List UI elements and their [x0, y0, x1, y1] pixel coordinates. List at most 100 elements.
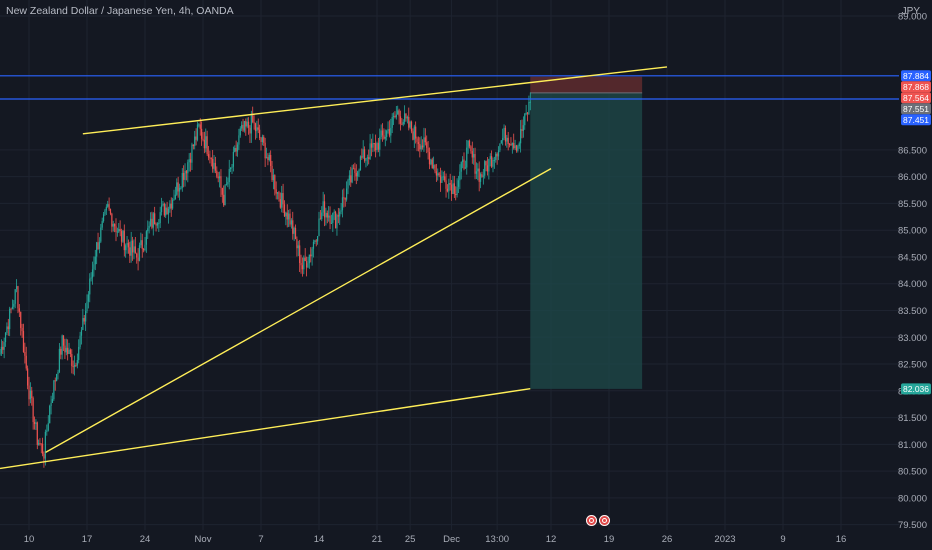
price-tag-box: [901, 70, 931, 82]
candle-body: [435, 171, 437, 176]
candle-body: [431, 159, 433, 169]
candle-body: [180, 187, 182, 189]
candle-body: [304, 257, 306, 262]
candle-body: [119, 229, 121, 232]
candle-body: [183, 173, 185, 180]
time-tick-label: 10: [24, 534, 35, 545]
time-axis[interactable]: 10 17 24 Nov 7 14 21 25 Dec 13:00 12 19 26 2023 9 16: [0, 530, 932, 550]
candle-body: [485, 161, 487, 166]
candle-body: [148, 225, 150, 229]
candle-body: [323, 201, 326, 218]
candle-body: [293, 227, 295, 234]
candle-body: [53, 380, 55, 400]
candle-body: [464, 167, 466, 169]
candle-body: [216, 170, 218, 177]
candle-body: [123, 230, 125, 251]
candle-body: [502, 138, 504, 141]
candle-body: [332, 212, 334, 223]
candle-body: [256, 127, 258, 132]
candle-body: [492, 160, 494, 167]
candle-body: [83, 318, 85, 322]
candle-body: [329, 215, 331, 224]
candle-body: [290, 220, 292, 225]
candle-body: [283, 204, 286, 217]
candle-body: [129, 247, 131, 256]
candle-body: [199, 124, 201, 129]
candle-body: [402, 121, 404, 125]
candle-body: [17, 286, 19, 309]
candle-body: [334, 211, 337, 229]
price-tick-label: 84.500: [898, 252, 927, 263]
candle-body: [325, 212, 327, 218]
candle-body: [441, 176, 443, 183]
candle-body: [437, 173, 439, 176]
candle-body: [517, 146, 519, 151]
event-icon[interactable]: [586, 515, 597, 526]
time-tick-label: 2023: [714, 534, 735, 545]
candle-body: [328, 215, 330, 218]
candle-body: [350, 175, 352, 183]
candle-body: [444, 176, 446, 181]
candle-body: [390, 127, 392, 136]
price-tag-box: [901, 103, 931, 115]
candle-body: [114, 223, 116, 227]
candle-body: [165, 207, 167, 216]
candle-body: [89, 278, 91, 295]
candle-body: [470, 146, 472, 152]
candle-body: [20, 311, 22, 328]
candle-body: [448, 183, 450, 192]
candle-body: [348, 175, 350, 181]
price-tick-label: 89.000: [898, 12, 927, 23]
candle-body: [212, 158, 214, 169]
candle-body: [28, 385, 30, 400]
candle-body: [232, 151, 234, 167]
candle-body: [522, 125, 524, 132]
candle-body: [205, 136, 207, 149]
candle-body: [239, 128, 241, 136]
candle-body: [243, 121, 246, 131]
candle-body: [120, 231, 123, 242]
candle-body: [97, 242, 99, 249]
candle-body: [352, 168, 355, 170]
candle-body: [457, 180, 460, 187]
grid-lines: [0, 0, 899, 530]
candle-body: [372, 143, 374, 148]
candle-body: [218, 176, 221, 179]
candle-body: [87, 294, 89, 302]
candle-body: [51, 399, 54, 403]
candle-body: [238, 135, 240, 145]
candle-body: [504, 127, 507, 142]
candle-body: [40, 443, 42, 445]
candle-body: [521, 129, 523, 132]
trendline: [82, 66, 668, 135]
candle-body: [401, 123, 403, 125]
candle-body: [160, 205, 163, 213]
candle-body: [347, 180, 349, 189]
candle-body: [404, 113, 406, 122]
event-icon[interactable]: [599, 515, 610, 526]
candle-body: [210, 158, 212, 160]
trendlines[interactable]: [0, 66, 668, 470]
candle-body: [391, 117, 393, 128]
candle-body: [263, 136, 265, 143]
candle-body: [220, 176, 222, 189]
candle-body: [445, 180, 447, 189]
take-profit-zone: [530, 92, 643, 389]
candle-body: [98, 241, 101, 249]
candles: [0, 92, 531, 468]
candle-body: [57, 371, 59, 374]
candle-body: [68, 349, 70, 354]
candle-body: [228, 169, 230, 183]
candle-body: [525, 112, 527, 114]
candle-body: [43, 453, 45, 459]
candle-body: [203, 140, 205, 149]
candle-body: [36, 422, 38, 445]
time-tick-label: 13:00: [485, 534, 509, 545]
candle-body: [430, 159, 432, 165]
candle-body: [217, 176, 219, 179]
candle-body: [127, 242, 130, 248]
price-tick-label: 79.500: [898, 520, 927, 531]
price-tag-box: [901, 383, 931, 395]
candle-body: [94, 256, 96, 265]
